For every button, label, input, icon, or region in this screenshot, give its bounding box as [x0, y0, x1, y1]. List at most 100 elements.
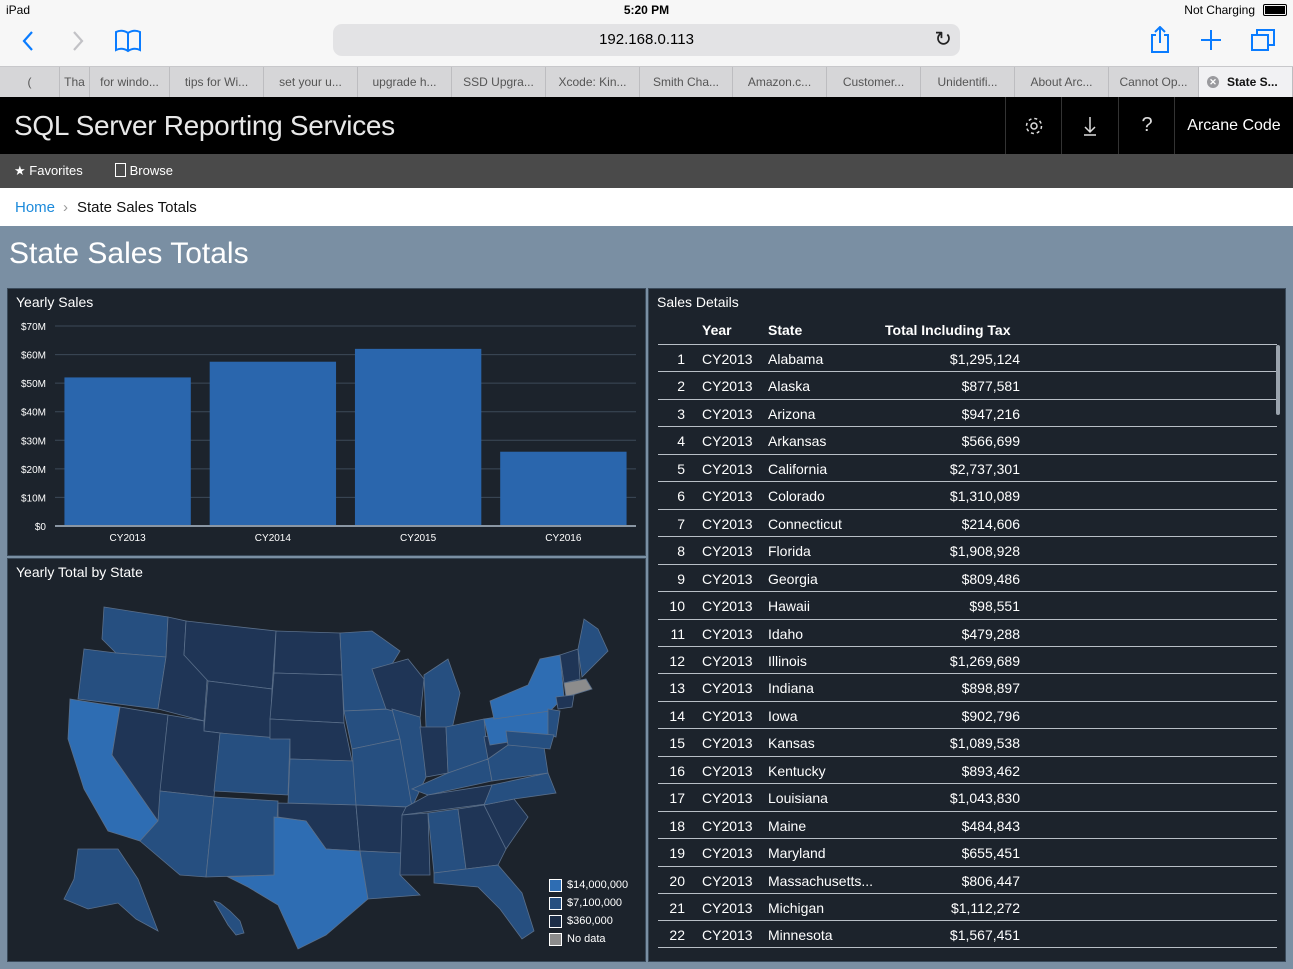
table-row: 1 CY2013 Alabama $1,295,124 [658, 344, 1277, 372]
column-header-year[interactable]: Year [702, 322, 732, 338]
browser-tab-active[interactable]: ✕ State S... [1199, 67, 1293, 97]
tabs-overview-icon[interactable] [1250, 28, 1276, 56]
browser-tab[interactable]: About Arc... [1015, 67, 1109, 97]
new-tab-icon[interactable] [1199, 28, 1223, 56]
page-title: State Sales Totals [9, 237, 249, 270]
browser-tab[interactable]: ( [0, 67, 60, 97]
browse-link[interactable]: Browse [115, 163, 173, 178]
column-header-state[interactable]: State [768, 322, 803, 338]
breadcrumb: Home › State Sales Totals [0, 188, 1293, 226]
row-number: 18 [669, 817, 685, 834]
favorites-link[interactable]: ★ Favorites [14, 163, 83, 178]
cell-year: CY2013 [702, 817, 753, 834]
map-title: Yearly Total by State [16, 564, 143, 580]
cell-year: CY2013 [702, 872, 753, 889]
row-number: 9 [677, 570, 685, 587]
share-icon[interactable] [1149, 25, 1171, 58]
sales-details-panel: Sales Details Year State Total Including… [648, 288, 1286, 962]
cell-state: Massachusetts... [768, 872, 874, 889]
browser-tab[interactable]: tips for Wi... [170, 67, 264, 97]
browser-tab[interactable]: upgrade h... [358, 67, 452, 97]
table-row: 14 CY2013 Iowa $902,796 [658, 700, 1277, 729]
column-header-total[interactable]: Total Including Tax [885, 322, 1011, 338]
browser-tab[interactable]: Unidentifi... [921, 67, 1015, 97]
bar-cy2013[interactable] [64, 377, 191, 526]
cell-state: Maine [768, 817, 807, 834]
help-icon[interactable]: ? [1118, 97, 1175, 154]
row-number: 6 [677, 488, 685, 505]
table-row: 2 CY2013 Alaska $877,581 [658, 371, 1277, 399]
row-number: 2 [677, 378, 685, 395]
us-state-map [63, 606, 609, 950]
url-text: 192.168.0.113 [599, 31, 694, 48]
nav-bar: ★ Favorites Browse [0, 154, 1293, 188]
cell-state: Georgia [768, 570, 818, 587]
cell-state: Maryland [768, 845, 826, 862]
browser-tab[interactable]: Cannot Op... [1109, 67, 1199, 97]
reload-icon[interactable]: ↻ [934, 28, 952, 51]
bar-cy2016[interactable] [500, 451, 627, 526]
cell-year: CY2013 [702, 845, 753, 862]
map-region-wisconsin [371, 658, 425, 720]
map-region-louisiana [359, 850, 421, 900]
cell-year: CY2013 [702, 378, 753, 395]
map-region-florida [433, 864, 535, 940]
browser-tab-strip: ( Tha for windo... tips for Wi... set yo… [0, 66, 1293, 97]
cell-total: $98,551 [969, 598, 1020, 615]
user-menu[interactable]: Arcane Code [1174, 97, 1293, 154]
map-region-texas [226, 816, 369, 950]
cell-year: CY2013 [702, 570, 753, 587]
browser-tab[interactable]: Amazon.c... [733, 67, 827, 97]
row-number: 14 [669, 707, 685, 724]
row-number: 1 [677, 351, 685, 367]
cell-total: $806,447 [961, 872, 1020, 889]
cell-total: $484,843 [961, 817, 1020, 834]
download-icon[interactable] [1061, 97, 1118, 154]
row-number: 22 [669, 927, 685, 944]
bar-cy2014[interactable] [209, 361, 337, 526]
map-region-north-carolina [483, 772, 557, 806]
row-number: 11 [670, 625, 685, 642]
table-row: 21 CY2013 Michigan $1,112,272 [658, 893, 1277, 921]
map-region-mississippi [399, 812, 431, 876]
cell-state: Colorado [768, 488, 825, 505]
cell-total: $655,451 [961, 845, 1020, 862]
url-bar[interactable]: 192.168.0.113 ↻ [333, 24, 960, 56]
table-row: 12 CY2013 Illinois $1,269,689 [658, 645, 1277, 674]
report-area: State Sales Totals Yearly Sales $0 $10M $2… [0, 226, 1293, 969]
row-number: 4 [677, 433, 685, 450]
cell-year: CY2013 [702, 543, 753, 560]
map-region-georgia [457, 804, 507, 870]
browser-tab[interactable]: Xcode: Kin... [546, 67, 640, 97]
browser-tab[interactable]: Customer... [827, 67, 921, 97]
breadcrumb-home-link[interactable]: Home [15, 199, 56, 216]
browser-tab[interactable]: Smith Cha... [640, 67, 733, 97]
map-region-connecticut [555, 694, 575, 710]
close-tab-icon[interactable]: ✕ [1207, 76, 1219, 88]
bar-cy2015[interactable] [354, 348, 482, 526]
browser-tab[interactable]: SSD Upgra... [452, 67, 546, 97]
table-scrollbar[interactable] [1276, 345, 1280, 415]
state-map-panel: Yearly Total by State [7, 558, 646, 962]
settings-gear-icon[interactable] [1005, 97, 1062, 154]
cell-year: CY2013 [702, 900, 753, 916]
row-number: 16 [669, 762, 685, 779]
browser-tab[interactable]: Tha [60, 67, 90, 97]
forward-icon[interactable] [70, 28, 86, 58]
cell-year: CY2013 [702, 735, 753, 752]
cell-state: Minnesota [768, 927, 833, 944]
cell-state: Arkansas [768, 433, 827, 450]
back-icon[interactable] [20, 28, 36, 58]
cell-total: $947,216 [961, 405, 1020, 422]
browser-tab[interactable]: set your u... [264, 67, 358, 97]
table-row: 8 CY2013 Florida $1,908,928 [658, 536, 1277, 564]
map-region-kansas [287, 758, 357, 806]
browser-tab[interactable]: for windo... [90, 67, 170, 97]
cell-year: CY2013 [702, 351, 753, 367]
legend-item: No data [549, 932, 639, 948]
cell-year: CY2013 [702, 433, 753, 450]
cell-total: $898,897 [961, 680, 1020, 697]
cell-total: $1,567,451 [949, 927, 1020, 944]
cell-year: CY2013 [702, 680, 753, 697]
bookmarks-icon[interactable] [114, 28, 142, 58]
